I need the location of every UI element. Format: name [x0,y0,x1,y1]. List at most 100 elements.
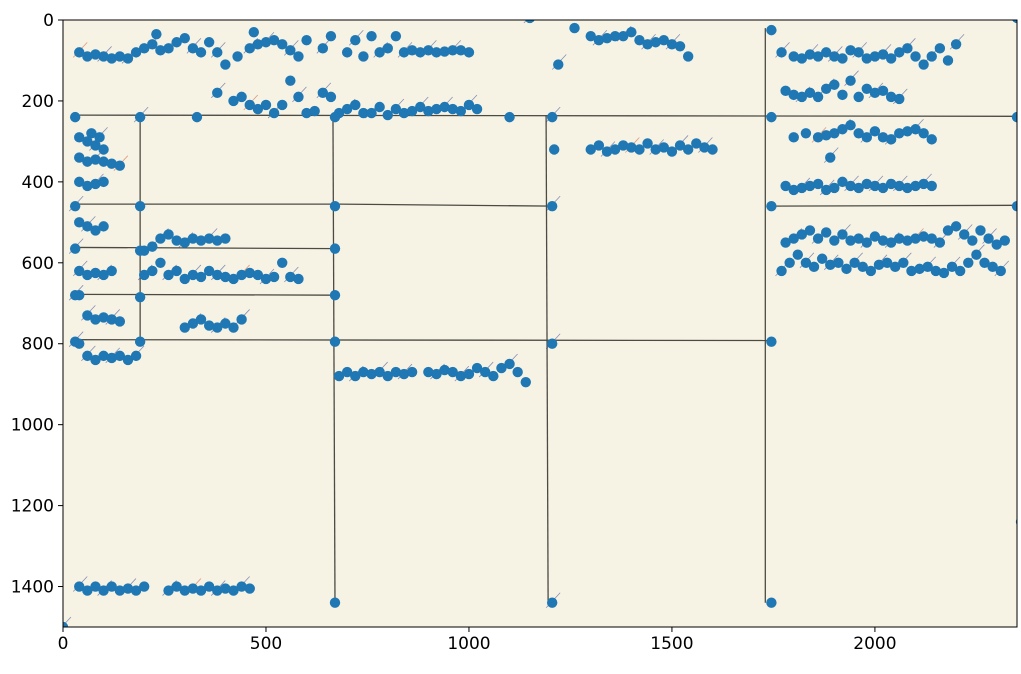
scatter-point [902,235,913,246]
scatter-point [853,128,864,139]
scatter-point [609,144,621,155]
scatter-point [187,43,199,54]
scatter-point [890,261,901,273]
scatter-point [837,176,848,188]
scatter-point [138,581,150,592]
scatter-point [382,109,393,121]
scatter-point [341,103,353,115]
scatter-point [179,273,190,285]
scatter-point [406,105,418,117]
scatter-point [853,233,864,244]
scatter-point [808,261,820,273]
y-tick-label: 800 [22,335,54,355]
scatter-point [114,350,126,362]
scatter-point [82,269,93,281]
scatter-point [898,257,909,268]
scatter-point [350,370,361,382]
scatter-point [90,154,101,165]
scatter-point [82,585,93,596]
scatter-point [195,271,207,283]
scatter-point [784,257,795,268]
scatter-point [569,22,580,34]
scatter-point [804,225,816,236]
scatter-point [134,291,146,303]
scatter-point [902,126,913,137]
scatter-point [963,257,974,268]
scatter-point [244,583,255,594]
scatter-point [277,39,288,50]
scatter-point [999,235,1011,246]
scatter-point [865,265,877,277]
scatter-point [277,257,288,268]
scatter-point [90,49,101,60]
scatter-point [228,322,239,333]
scatter-point [82,51,93,62]
scatter-point [845,180,856,192]
scatter-point [942,225,954,236]
scatter-point [841,263,852,275]
scatter-point [90,314,101,325]
scatter-point [195,47,207,58]
scatter-point [971,249,982,260]
scatter-point [277,99,288,111]
scatter-point [910,180,921,192]
scatter-point [106,314,117,325]
scatter-point [171,581,182,592]
scatter-point [390,103,402,115]
scatter-point [439,364,450,376]
scatter-point [885,53,897,64]
scatter-point [98,144,109,155]
scatter-point [938,267,950,279]
scatter-point [374,47,385,58]
scatter-point [358,107,369,119]
scatter-point [106,53,117,64]
scatter-point [98,312,109,323]
scatter-point [244,267,255,279]
table-line [75,246,340,250]
x-tick-label: 2000 [853,634,896,654]
scatter-point [203,320,215,331]
scatter-point [455,45,467,56]
scatter-point [447,45,458,56]
scatter-point [212,47,223,58]
scatter-point [317,87,329,99]
scatter-point [821,184,832,196]
scatter-point [333,370,345,382]
scatter-point [98,585,109,596]
scatter-point [504,111,515,123]
scatter-point [114,51,126,62]
scatter-point [975,225,986,236]
scatter-point [134,245,146,256]
scatter-point [220,271,231,283]
scatter-point [423,366,434,378]
scatter-point [82,310,93,321]
scatter-point [682,144,694,155]
scatter-point [90,140,101,151]
scatter-point [546,111,558,123]
scatter-point [910,233,921,244]
scatter-point [98,269,109,281]
scatter-point [69,111,81,123]
scatter-point [463,368,475,380]
scatter-point [642,138,653,149]
scatter-point [203,37,215,48]
scatter-point [90,225,101,236]
scatter-point [155,45,166,56]
scatter-point [212,87,223,99]
scatter-point [796,53,808,64]
scatter-point [228,95,239,107]
scatter-point [366,30,377,42]
scatter-point [869,180,881,192]
scatter-point [918,128,929,139]
scatter-point [63,621,69,627]
scatter-point [325,30,337,42]
scatter-point [861,53,872,64]
scatter-point [398,47,410,58]
scatter-point [260,99,272,111]
table-line [75,293,340,296]
scatter-point [934,43,946,54]
y-tick-label: 400 [22,173,54,193]
scatter-point [861,132,872,143]
axes-frame [62,19,1018,628]
